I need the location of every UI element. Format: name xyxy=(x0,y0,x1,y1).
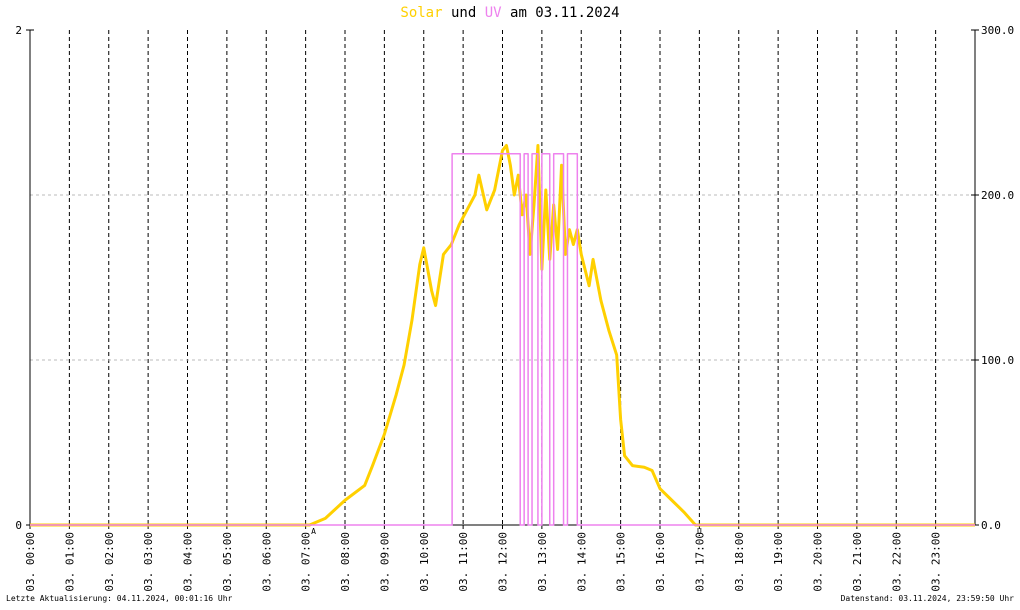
title-connector: und xyxy=(451,5,476,21)
chart-title: Solar und UV am 03.11.2024 xyxy=(400,5,619,21)
annotation: U xyxy=(697,527,702,536)
x-tick-label: 03. 11:00 xyxy=(457,532,470,592)
annotation: A xyxy=(311,527,316,536)
x-tick-label: 03. 16:00 xyxy=(654,532,667,592)
x-tick-label: 03. 14:00 xyxy=(575,532,588,592)
y-tick-label: 2 xyxy=(15,24,22,37)
footer-right: Datenstand: 03.11.2024, 23:59:50 Uhr xyxy=(841,594,1015,603)
x-tick-label: 03. 19:00 xyxy=(772,532,785,592)
title-solar: Solar xyxy=(400,5,442,21)
y2-tick-label: 200.0 xyxy=(981,189,1014,202)
x-tick-label: 03. 23:00 xyxy=(930,532,943,592)
x-tick-label: 03. 02:00 xyxy=(103,532,116,592)
x-tick-label: 03. 08:00 xyxy=(339,532,352,592)
series-line xyxy=(30,153,975,526)
y-tick-label: 0 xyxy=(15,519,22,532)
title-date: am 03.11.2024 xyxy=(510,5,620,21)
x-tick-label: 03. 13:00 xyxy=(536,532,549,592)
x-tick-label: 03. 00:00 xyxy=(24,532,37,592)
x-tick-label: 03. 18:00 xyxy=(733,532,746,592)
y2-tick-label: 100.0 xyxy=(981,354,1014,367)
series-line xyxy=(30,144,975,527)
x-tick-label: 03. 01:00 xyxy=(63,532,76,592)
x-tick-label: 03. 15:00 xyxy=(615,532,628,592)
y2-tick-label: 300.0 xyxy=(981,24,1014,37)
x-tick-label: 03. 06:00 xyxy=(260,532,273,592)
footer-left: Letzte Aktualisierung: 04.11.2024, 00:01… xyxy=(6,594,233,603)
title-uv: UV xyxy=(485,5,502,21)
x-tick-label: 03. 17:00 xyxy=(693,532,706,592)
x-tick-label: 03. 07:00 xyxy=(300,532,313,592)
axis-frame xyxy=(29,30,976,526)
x-tick-label: 03. 22:00 xyxy=(890,532,903,592)
x-tick-label: 03. 03:00 xyxy=(142,532,155,592)
x-tick-label: 03. 12:00 xyxy=(497,532,510,592)
y2-tick-label: 0.0 xyxy=(981,519,1001,532)
x-tick-label: 03. 10:00 xyxy=(418,532,431,592)
x-tick-label: 03. 20:00 xyxy=(812,532,825,592)
x-tick-label: 03. 09:00 xyxy=(378,532,391,592)
x-tick-label: 03. 04:00 xyxy=(182,532,195,592)
x-tick-label: 03. 05:00 xyxy=(221,532,234,592)
x-tick-label: 03. 21:00 xyxy=(851,532,864,592)
